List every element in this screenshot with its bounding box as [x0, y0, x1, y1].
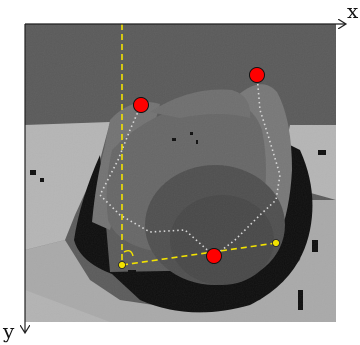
shoulder-line: [121, 242, 277, 266]
endpoint-point: [272, 239, 280, 247]
y-axis-label: y: [3, 319, 15, 343]
image-axes: [25, 24, 345, 332]
right-angle-marker: [123, 249, 134, 257]
vertex-point: [118, 261, 126, 269]
x-axis-label: x: [347, 0, 359, 23]
left-hand-joint: [133, 97, 149, 113]
left-arm-bone: [99, 104, 215, 257]
skeleton-joints: [118, 67, 280, 269]
skeleton-bones: [99, 74, 281, 257]
right-hand-joint: [249, 67, 265, 83]
angle-annotation: [121, 24, 277, 266]
neck-joint: [206, 248, 222, 264]
depth-image: [25, 24, 336, 322]
